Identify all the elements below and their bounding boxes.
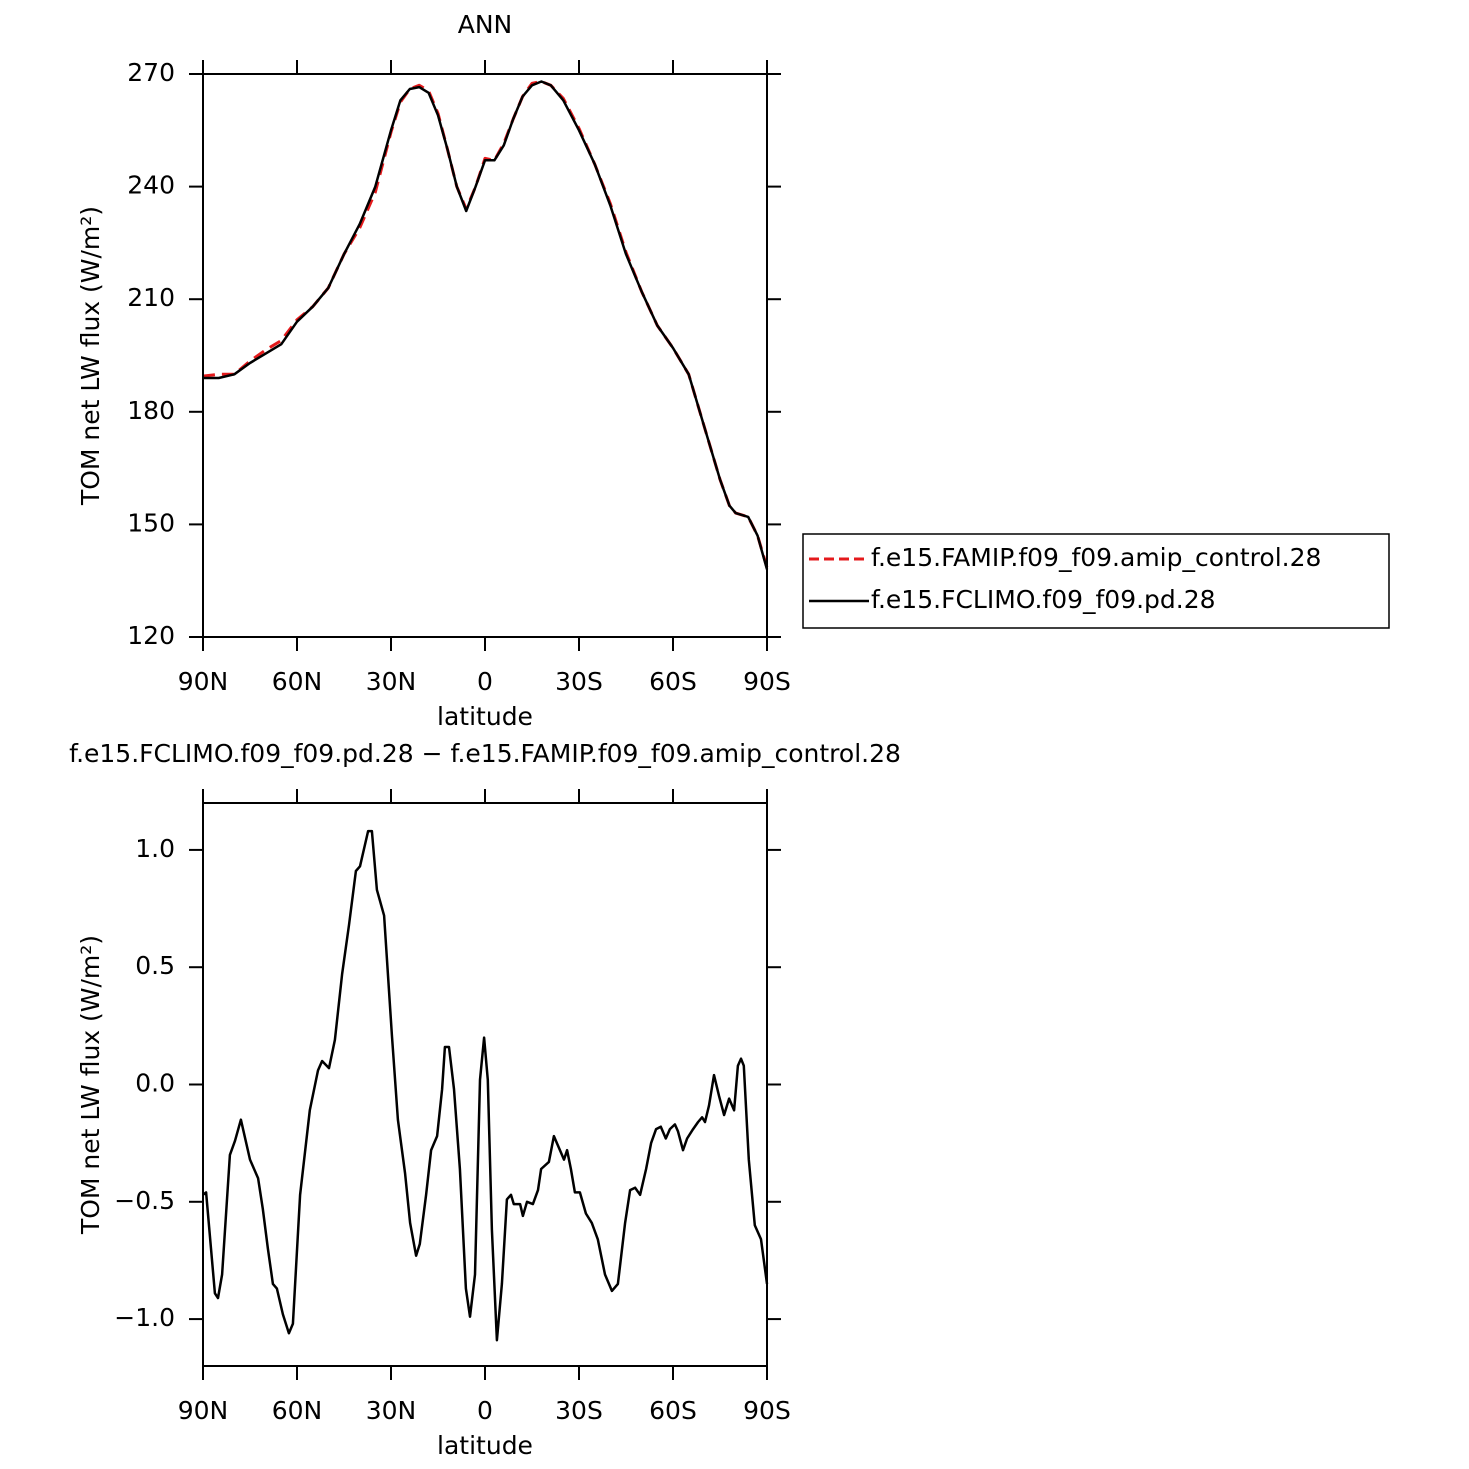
x-tick-label: 0 (477, 1396, 493, 1425)
x-tick-label: 30S (555, 667, 603, 696)
x-tick-label: 90N (178, 667, 229, 696)
y-tick-label: 270 (127, 58, 175, 87)
y-tick-label: −1.0 (114, 1303, 175, 1332)
series-line (203, 80, 769, 570)
plot-frame (202, 802, 768, 1367)
chart-title: ANN (458, 10, 513, 39)
x-tick-label: 60N (272, 667, 323, 696)
legend-box (802, 533, 1390, 629)
y-axis-label: TOM net LW flux (W/m²) (76, 935, 105, 1235)
legend-label: f.e15.FCLIMO.f09_f09.pd.28 (871, 585, 1216, 614)
x-tick-label: 60N (272, 1396, 323, 1425)
x-tick-label: 90N (178, 1396, 229, 1425)
x-axis-label: latitude (437, 702, 533, 731)
series-line (202, 80, 769, 569)
y-tick-label: 180 (127, 396, 175, 425)
y-tick-label: 1.0 (135, 834, 175, 863)
x-tick-label: 90S (743, 1396, 791, 1425)
x-tick-label: 60S (649, 1396, 697, 1425)
x-axis-label: latitude (437, 1431, 533, 1460)
y-tick-label: 150 (127, 508, 175, 537)
series-line (202, 829, 769, 1342)
x-tick-label: 90S (743, 667, 791, 696)
y-tick-label: 0.5 (135, 951, 175, 980)
legend-label: f.e15.FAMIP.f09_f09.amip_control.28 (871, 543, 1321, 572)
x-tick-label: 30N (366, 667, 417, 696)
y-tick-label: 210 (127, 283, 175, 312)
y-tick-label: 120 (127, 621, 175, 650)
y-axis-label: TOM net LW flux (W/m²) (76, 206, 105, 506)
y-tick-label: 0.0 (135, 1069, 175, 1098)
y-tick-label: −0.5 (114, 1186, 175, 1215)
plot-frame (202, 73, 768, 638)
x-tick-label: 0 (477, 667, 493, 696)
y-tick-label: 240 (127, 171, 175, 200)
x-tick-label: 30N (366, 1396, 417, 1425)
chart-title: f.e15.FCLIMO.f09_f09.pd.28 − f.e15.FAMIP… (69, 739, 901, 768)
x-tick-label: 60S (649, 667, 697, 696)
x-tick-label: 30S (555, 1396, 603, 1425)
